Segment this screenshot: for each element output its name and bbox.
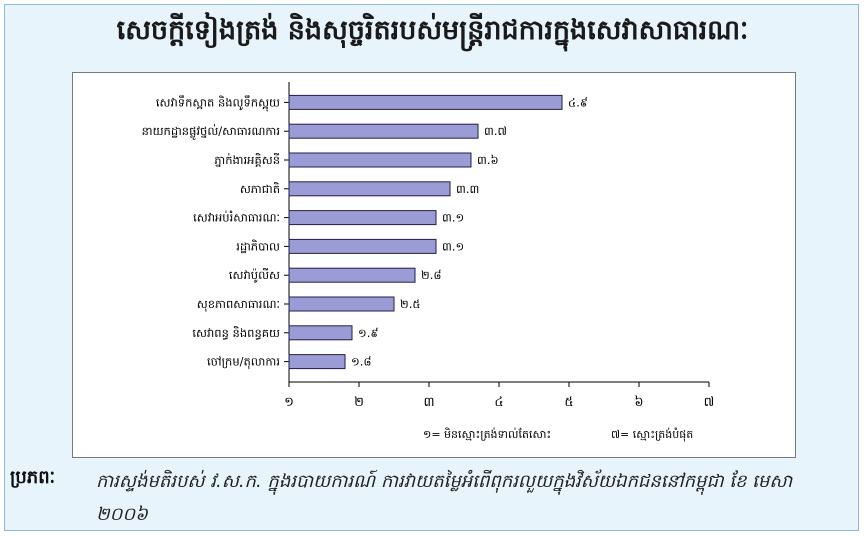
chart-panel: ១ ២ ៣ ៤ ៥ ៦ ៧ សេវាទឹកស្អាត និងលូទឹកស្អុយ ៤.៩នាយក… [72,72,796,458]
source-text: ការស្ទង់មតិរបស់ វ.ស.ក. ក្នុងរបាយការណ៍ កា… [96,471,793,525]
bar [288,123,479,139]
category-label: ចៅក្រម/តុលាការ [207,355,280,370]
x-tick-label: ២ [354,395,364,410]
category-label: សេវាពន្ធ និងពន្ធគយ [192,326,280,340]
bar [288,238,437,254]
category-label: សេវាអប់រំសាធារណៈ [193,211,280,225]
scale-note-high: ៧= ស្មោះត្រង់បំផុត [611,427,693,442]
category-label: សេវាទឹកស្អាត និងលូទឹកស្អុយ [156,94,280,112]
data-label: ៣.៦ [477,153,499,167]
data-label: ៣.១ [442,211,464,225]
x-tick-label: ៥ [564,395,573,410]
bar [288,181,451,197]
category-label: ភ្នាក់ងារអគ្គិសនី [214,153,280,167]
x-tick-label: ១ [284,395,294,410]
category-label: សេវាប៉ូលីស [229,268,280,283]
bar [288,210,437,226]
bar [288,267,416,283]
x-tick-label: ៦ [634,395,643,410]
bar [288,354,346,370]
x-tick-label: ៤ [494,395,503,410]
category-label: សភាជាតិ [240,182,280,196]
category-label: សុខភាពសាធារណៈ [197,297,280,312]
source-label: ប្រភពៈ [10,467,56,488]
x-tick-label: ៣ [423,395,434,410]
bar [288,152,472,168]
bar [288,325,353,341]
x-tick-label: ៧ [704,395,715,410]
data-label: ៣.៧ [484,124,507,138]
scale-note-low: ១= មិនស្មោះត្រង់ទាល់តែសោះ [423,427,551,441]
data-label: ១.៨ [351,355,372,369]
category-label: រដ្ឋាភិបាល [236,239,280,253]
data-label: ៤.៩ [568,95,588,109]
data-label: ៣.១ [442,239,464,253]
data-label: ២.៥ [400,297,421,311]
bar-chart: ១ ២ ៣ ៤ ៥ ៦ ៧ សេវាទឹកស្អាត និងលូទឹកស្អុយ ៤.៩នាយក… [142,82,715,442]
page-title: សេចក្តីទៀងត្រង់ និងសុច្ចរិតរបស់មន្ត្រីរា… [116,15,749,46]
data-label: ៣.៣ [456,182,479,196]
data-label: ១.៩ [358,326,379,340]
category-label: នាយកដ្ឋានផ្លូវថ្នល់/សាធារណការ [142,124,280,141]
bar [288,296,395,312]
data-label: ២.៨ [421,268,442,282]
bar [288,94,563,110]
